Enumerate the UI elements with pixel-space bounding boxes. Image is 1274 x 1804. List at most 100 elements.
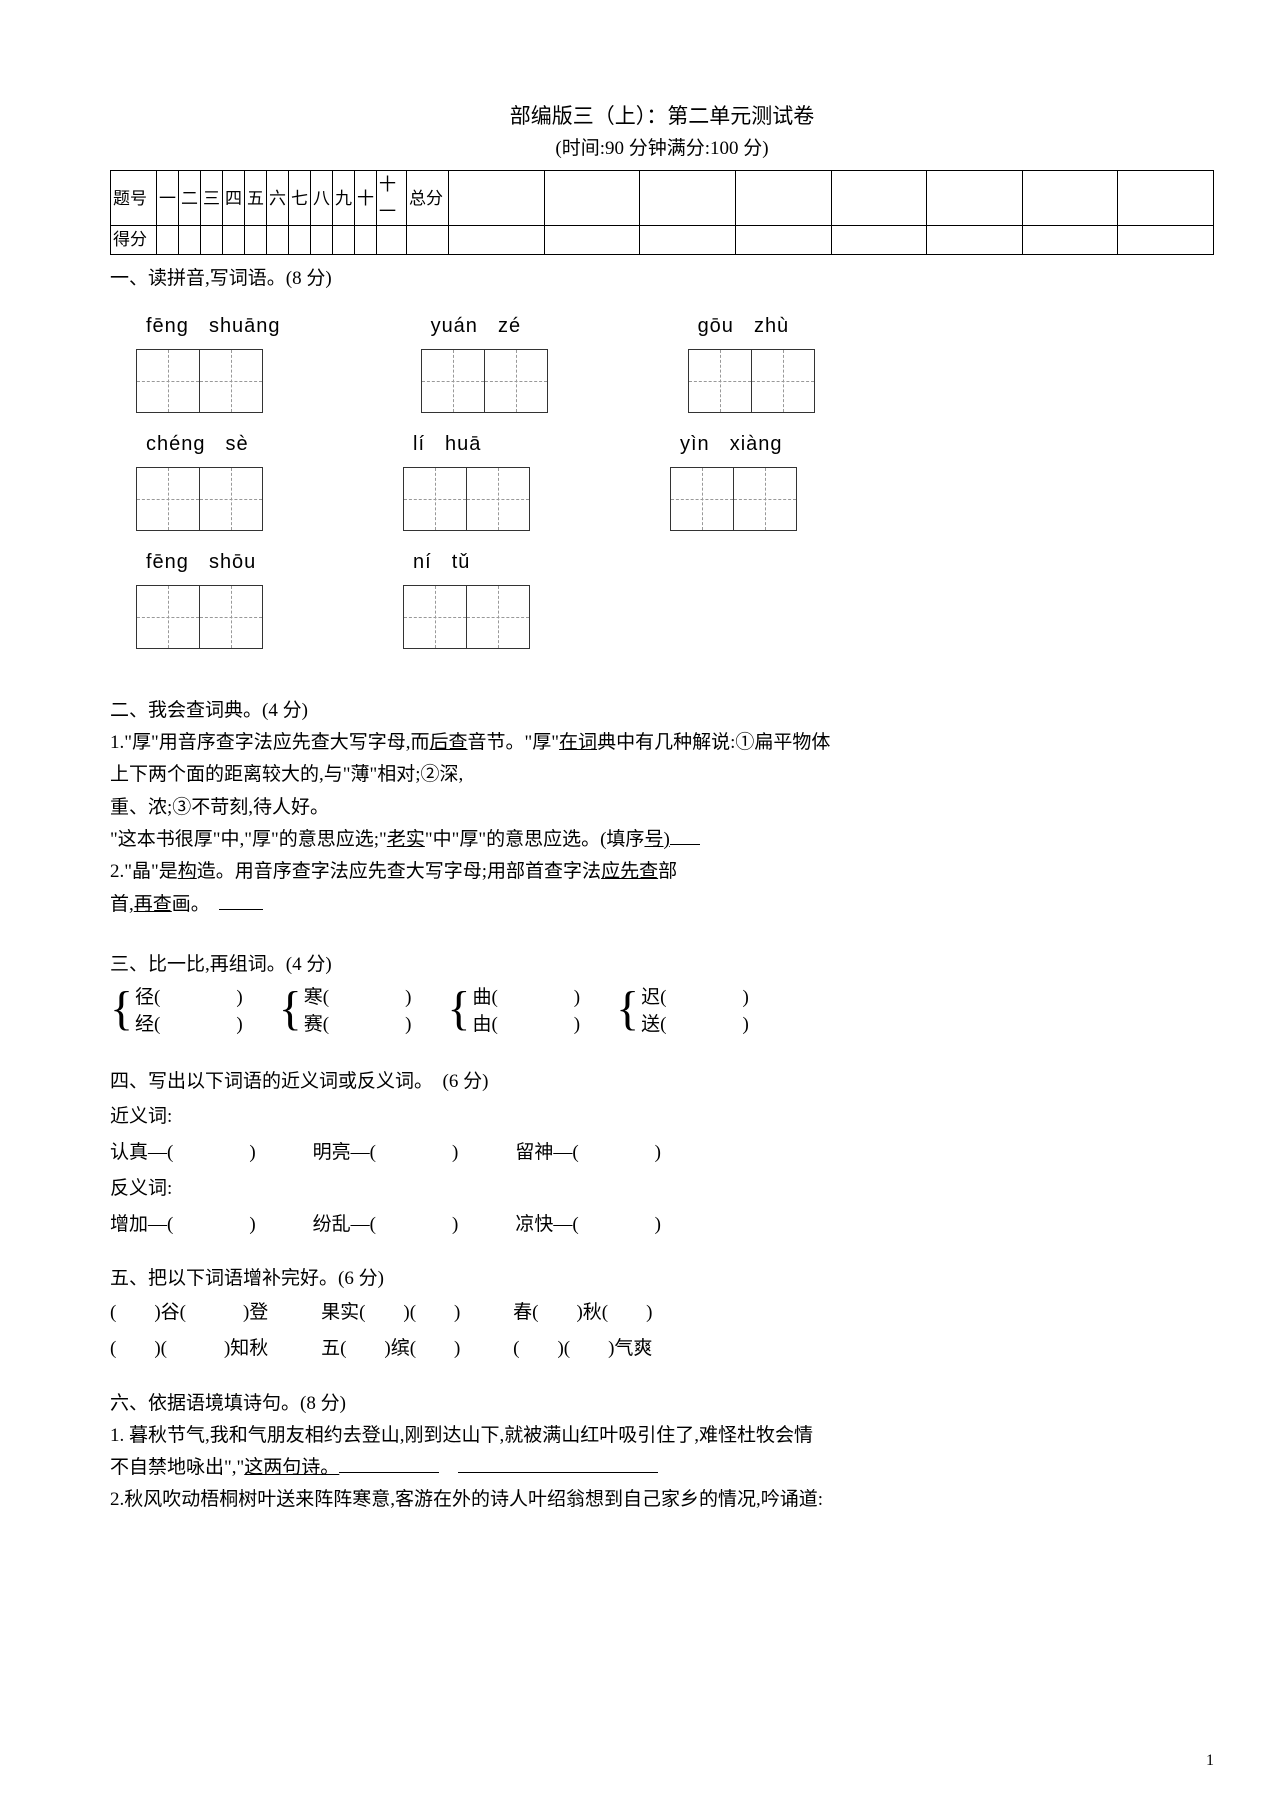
- pinyin-item: chéngsè: [136, 427, 263, 531]
- brace-icon: {: [447, 985, 470, 1038]
- q2-line: 2."晶"是构造。用音序查字法应先查大写字母;用部首查字法应先查部: [110, 856, 1214, 888]
- score-table: 题号 一 二 三 四 五 六 七 八 九 十 十一 总分 得分: [110, 170, 1214, 255]
- pinyin-item: yìn xiàng: [670, 427, 797, 531]
- tianzige-cell: [403, 467, 467, 531]
- pinyin-syllable: ní: [413, 545, 432, 579]
- row-label: 题号: [111, 170, 157, 225]
- char-pair: {径( )经( ): [110, 985, 243, 1038]
- pinyin-syllable: chéng: [146, 427, 206, 461]
- pair-line: 迟( ): [641, 985, 749, 1012]
- pinyin-syllable: fēng: [146, 545, 189, 579]
- pinyin-syllable: gōu: [698, 309, 734, 343]
- section-heading: 四、写出以下词语的近义词或反义词。 (6 分): [110, 1066, 1214, 1098]
- pinyin-item: líhuā: [403, 427, 530, 531]
- pinyin-item: gōuzhù: [688, 309, 815, 413]
- brace-icon: {: [110, 985, 133, 1038]
- section-heading: 一、读拼音,写词语。(8 分): [110, 263, 1214, 295]
- brace-icon: {: [616, 985, 639, 1038]
- pinyin-syllable: sè: [226, 427, 249, 461]
- pair-line: 径( ): [135, 985, 243, 1012]
- q2-line: 上下两个面的距离较大的,与"薄"相对;②深,: [110, 759, 1214, 791]
- antonym-label: 反义词:: [110, 1171, 1214, 1207]
- q2-line: 首,再查画。: [110, 889, 1214, 921]
- q6-line: 2.秋风吹动梧桐树叶送来阵阵寒意,客游在外的诗人叶绍翁想到自己家乡的情况,吟诵道…: [110, 1484, 1214, 1516]
- pinyin-syllable: zé: [498, 309, 521, 343]
- synonym-label: 近义词:: [110, 1099, 1214, 1135]
- page-title: 部编版三（上）：第二单元测试卷: [110, 100, 1214, 134]
- pinyin-syllable: lí: [413, 427, 425, 461]
- blank: [670, 825, 700, 845]
- tianzige-cell: [733, 467, 797, 531]
- section-2: 二、我会查词典。(4 分) 1."厚"用音序查字法应先查大写字母,而后查音节。"…: [110, 695, 1214, 921]
- char-pair: {迟( )送( ): [616, 985, 749, 1038]
- tianzige-cell: [136, 585, 200, 649]
- tianzige-cell: [688, 349, 752, 413]
- section-5: 五、把以下词语增补完好。(6 分) ( )谷( )登 果实( )( ) 春( )…: [110, 1263, 1214, 1367]
- tianzige-grid: [403, 585, 530, 649]
- antonym-items: 增加—( ) 纷乱—( ) 凉快—( ): [110, 1207, 1214, 1243]
- tianzige-cell: [199, 349, 263, 413]
- tianzige-cell: [403, 585, 467, 649]
- pinyin-item: fēng shuāng: [136, 309, 281, 413]
- page-number: 1: [1206, 1748, 1214, 1774]
- pinyin-syllable: yuán: [431, 309, 478, 343]
- tianzige-grid: [403, 467, 530, 531]
- tianzige-grid: [136, 467, 263, 531]
- q2-line: 重、浓;③不苛刻,待人好。: [110, 792, 1214, 824]
- fill-row: ( )谷( )登 果实( )( ) 春( )秋( ): [110, 1295, 1214, 1331]
- tianzige-cell: [199, 467, 263, 531]
- tianzige-cell: [466, 585, 530, 649]
- fill-row: ( )( )知秋 五( )缤( ) ( )( )气爽: [110, 1331, 1214, 1367]
- row-label: 得分: [111, 226, 157, 254]
- tianzige-cell: [751, 349, 815, 413]
- tianzige-grid: [688, 349, 815, 413]
- pinyin-syllable: shōu: [209, 545, 256, 579]
- pinyin-syllable: huā: [445, 427, 481, 461]
- pair-line: 送( ): [641, 1012, 749, 1039]
- pinyin-item: nítǔ: [403, 545, 530, 649]
- pinyin-syllable: tǔ: [452, 545, 471, 579]
- synonym-items: 认真—( ) 明亮—( ) 留神—( ): [110, 1135, 1214, 1171]
- tianzige-cell: [136, 467, 200, 531]
- tianzige-cell: [466, 467, 530, 531]
- q2-line: "这本书很厚"中,"厚"的意思应选;"老实"中"厚"的意思应选。(填序号): [110, 824, 1214, 856]
- tianzige-grid: [421, 349, 548, 413]
- pair-line: 寒( ): [304, 985, 412, 1012]
- tianzige-grid: [136, 349, 263, 413]
- pair-line: 由( ): [472, 1012, 580, 1039]
- section-heading: 三、比一比,再组词。(4 分): [110, 949, 1214, 981]
- page-subtitle: (时间:90 分钟满分:100 分): [110, 134, 1214, 164]
- q2-line: 1."厚"用音序查字法应先查大写字母,而后查音节。"厚"在词典中有几种解说:①扁…: [110, 727, 1214, 759]
- blank: [458, 1453, 658, 1473]
- section-4: 四、写出以下词语的近义词或反义词。 (6 分) 近义词: 认真—( ) 明亮—(…: [110, 1066, 1214, 1243]
- blank: [219, 890, 263, 910]
- pinyin-syllable: yìn: [680, 427, 710, 461]
- brace-icon: {: [279, 985, 302, 1038]
- pair-line: 曲( ): [472, 985, 580, 1012]
- char-pair: {寒( )赛( ): [279, 985, 412, 1038]
- section-1: 一、读拼音,写词语。(8 分) fēng shuāng yuánzé gōuzhù ch…: [110, 263, 1214, 649]
- table-row: 得分: [111, 226, 1214, 254]
- section-6: 六、依据语境填诗句。(8 分) 1. 暮秋节气,我和气朋友相约去登山,刚到达山下…: [110, 1388, 1214, 1517]
- pinyin-syllable: xiàng: [730, 427, 783, 461]
- pinyin-syllable: shuāng: [209, 309, 281, 343]
- tianzige-grid: [670, 467, 797, 531]
- section-3: 三、比一比,再组词。(4 分) {径( )经( ){寒( )赛( ){曲( )由…: [110, 949, 1214, 1038]
- char-pair: {曲( )由( ): [447, 985, 580, 1038]
- q6-line: 1. 暮秋节气,我和气朋友相约去登山,刚到达山下,就被满山红叶吸引住了,难怪杜牧…: [110, 1420, 1214, 1452]
- section-heading: 六、依据语境填诗句。(8 分): [110, 1388, 1214, 1420]
- section-heading: 二、我会查词典。(4 分): [110, 695, 1214, 727]
- q6-line: 不自禁地咏出","这两句诗。: [110, 1452, 1214, 1484]
- tianzige-cell: [421, 349, 485, 413]
- pair-line: 经( ): [135, 1012, 243, 1039]
- blank: [339, 1453, 439, 1473]
- tianzige-cell: [136, 349, 200, 413]
- table-row: 题号 一 二 三 四 五 六 七 八 九 十 十一 总分: [111, 170, 1214, 225]
- pinyin-item: fēng shōu: [136, 545, 263, 649]
- pinyin-syllable: zhù: [754, 309, 789, 343]
- tianzige-grid: [136, 585, 263, 649]
- tianzige-cell: [670, 467, 734, 531]
- pair-line: 赛( ): [304, 1012, 412, 1039]
- section-heading: 五、把以下词语增补完好。(6 分): [110, 1263, 1214, 1295]
- pinyin-syllable: fēng: [146, 309, 189, 343]
